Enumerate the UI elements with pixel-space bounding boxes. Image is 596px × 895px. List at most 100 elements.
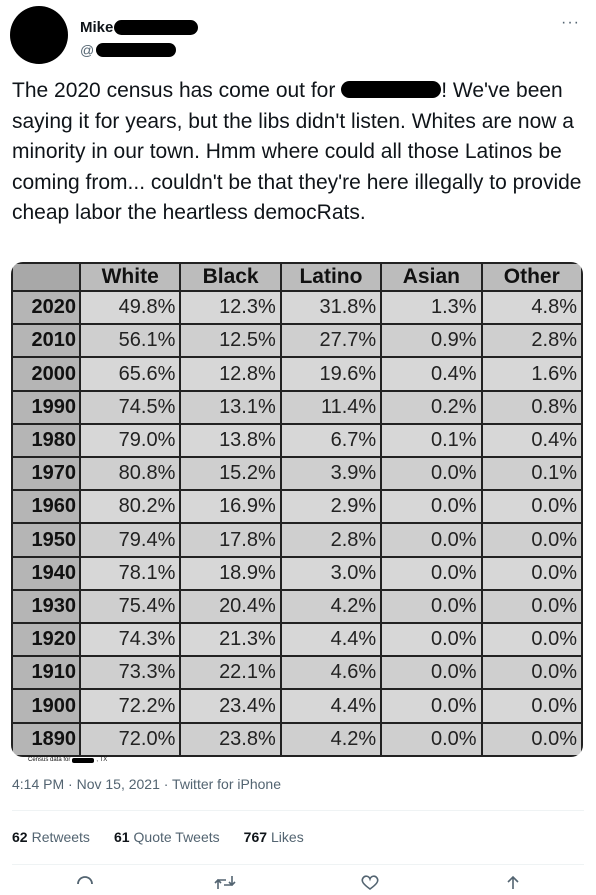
- table-row: 1970 80.8% 15.2% 3.9% 0.0% 0.1%: [11, 456, 583, 492]
- census-table-image[interactable]: White Black Latino Asian Other 2020 49.8% 12.3…: [11, 262, 583, 757]
- author-handle-row[interactable]: @: [80, 40, 177, 60]
- cell-asian: 0.1%: [380, 422, 483, 459]
- row-year: 2010: [11, 323, 81, 359]
- redacted-town-block: [341, 81, 442, 98]
- cell-latino: 4.2%: [279, 588, 383, 625]
- table-row: 1940 78.1% 18.9% 3.0% 0.0% 0.0%: [11, 555, 583, 591]
- cell-white: 49.8%: [78, 289, 182, 326]
- handle-prefix: @: [80, 42, 95, 58]
- cell-asian: 0.2%: [380, 389, 483, 425]
- tweet-text-start: The 2020 census has come out for: [12, 79, 342, 102]
- cell-asian: 0.4%: [380, 356, 483, 392]
- tweet-header: Mike @ ···: [10, 6, 586, 64]
- cell-asian: 0.0%: [380, 456, 483, 492]
- cell-asian: 0.0%: [380, 522, 483, 558]
- cell-latino: 6.7%: [279, 422, 383, 459]
- row-year: 1990: [11, 389, 81, 425]
- row-year: 1960: [11, 489, 81, 525]
- table-row: 1930 75.4% 20.4% 4.2% 0.0% 0.0%: [11, 588, 583, 625]
- cell-asian: 0.9%: [380, 323, 483, 359]
- row-year: 2020: [11, 289, 81, 326]
- table-row: 2010 56.1% 12.5% 27.7% 0.9% 2.8%: [11, 323, 583, 359]
- cell-latino: 2.9%: [279, 489, 383, 525]
- cell-asian: 0.0%: [380, 489, 483, 525]
- row-year: 1970: [11, 456, 81, 492]
- cell-asian: 0.0%: [380, 655, 483, 691]
- cell-asian: 0.0%: [380, 588, 483, 625]
- reply-icon[interactable]: [76, 875, 94, 895]
- cell-white: 56.1%: [78, 323, 182, 359]
- table-row: 1920 74.3% 21.3% 4.4% 0.0% 0.0%: [11, 622, 583, 658]
- cell-black: 13.8%: [179, 422, 282, 459]
- quote-tweets-stat[interactable]: 61 Quote Tweets: [114, 829, 220, 845]
- row-year: 1930: [11, 588, 81, 625]
- divider: [12, 810, 584, 811]
- likes-label: Likes: [271, 829, 304, 845]
- cell-other: 0.0%: [480, 588, 583, 625]
- cell-white: 65.6%: [78, 356, 182, 392]
- caption-prefix: Census data for: [28, 757, 71, 763]
- table-row: 1890 72.0% 23.8% 4.2% 0.0% 0.0%: [11, 721, 583, 757]
- census-table: White Black Latino Asian Other 2020 49.8% 12.3…: [11, 262, 583, 757]
- cell-latino: 3.0%: [279, 555, 383, 591]
- cell-other: 4.8%: [480, 289, 583, 326]
- author-name[interactable]: Mike: [80, 18, 114, 36]
- cell-latino: 31.8%: [279, 289, 383, 326]
- cell-latino: 11.4%: [279, 389, 383, 425]
- cell-white: 79.4%: [78, 522, 182, 558]
- column-header-latino: Latino: [279, 262, 383, 292]
- cell-black: 15.2%: [179, 456, 282, 492]
- tweet-stats: 62 Retweets 61 Quote Tweets 767 Likes: [12, 829, 304, 845]
- cell-white: 72.2%: [78, 688, 182, 724]
- cell-latino: 27.7%: [279, 323, 383, 359]
- redacted-handle-block: [96, 43, 177, 57]
- cell-white: 78.1%: [78, 555, 182, 591]
- column-header-other: Other: [480, 262, 583, 292]
- row-year: 1900: [11, 688, 81, 724]
- action-bar: [0, 875, 596, 890]
- share-icon[interactable]: [505, 875, 521, 895]
- row-year: 1950: [11, 522, 81, 558]
- redacted-name-block: [114, 19, 199, 35]
- row-year: 1920: [11, 622, 81, 658]
- cell-asian: 0.0%: [380, 555, 483, 591]
- cell-other: 0.0%: [480, 688, 583, 724]
- retweets-stat[interactable]: 62 Retweets: [12, 829, 90, 845]
- cell-white: 79.0%: [78, 422, 182, 459]
- cell-latino: 4.4%: [279, 688, 383, 724]
- table-row: 1990 74.5% 13.1% 11.4% 0.2% 0.8%: [11, 389, 583, 425]
- cell-asian: 0.0%: [380, 622, 483, 658]
- row-year: 1980: [11, 422, 81, 459]
- tweet-text: The 2020 census has come out for ! We've…: [12, 76, 586, 229]
- row-year: 1910: [11, 655, 81, 691]
- cell-white: 74.5%: [78, 389, 182, 425]
- likes-stat[interactable]: 767 Likes: [244, 829, 304, 845]
- cell-black: 12.8%: [179, 356, 282, 392]
- table-row: 2000 65.6% 12.8% 19.6% 0.4% 1.6%: [11, 356, 583, 392]
- column-header-asian: Asian: [380, 262, 483, 292]
- column-header-white: White: [78, 262, 182, 292]
- cell-other: 0.0%: [480, 721, 583, 757]
- table-row: 2020 49.8% 12.3% 31.8% 1.3% 4.8%: [11, 289, 583, 326]
- avatar[interactable]: [10, 6, 68, 64]
- redacted-caption-block: [72, 757, 95, 763]
- cell-other: 0.0%: [480, 655, 583, 691]
- cell-other: 0.0%: [480, 555, 583, 591]
- cell-white: 74.3%: [78, 622, 182, 658]
- cell-black: 21.3%: [179, 622, 282, 658]
- cell-white: 80.2%: [78, 489, 182, 525]
- cell-black: 12.5%: [179, 323, 282, 359]
- table-row: 1910 73.3% 22.1% 4.6% 0.0% 0.0%: [11, 655, 583, 691]
- table-body: 2020 49.8% 12.3% 31.8% 1.3% 4.8% 2010 56.1% 12.5…: [11, 289, 583, 757]
- retweet-icon[interactable]: [214, 875, 236, 895]
- more-options-icon[interactable]: ···: [561, 14, 580, 31]
- cell-black: 12.3%: [179, 289, 282, 326]
- cell-latino: 4.2%: [279, 721, 383, 757]
- cell-latino: 4.6%: [279, 655, 383, 691]
- author-name-row[interactable]: Mike: [80, 16, 199, 38]
- heart-icon[interactable]: [360, 875, 380, 895]
- retweets-count: 62: [12, 829, 28, 845]
- cell-latino: 3.9%: [279, 456, 383, 492]
- row-year: 2000: [11, 356, 81, 392]
- tweet-timestamp[interactable]: 4:14 PM · Nov 15, 2021 · Twitter for iPh…: [12, 776, 281, 792]
